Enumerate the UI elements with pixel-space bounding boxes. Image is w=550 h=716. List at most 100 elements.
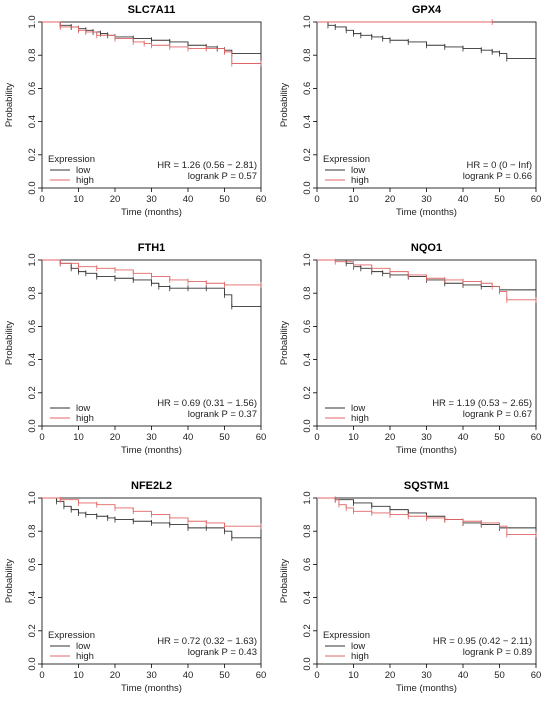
x-tick-label: 0 — [39, 194, 44, 205]
y-tick-label: 0.0 — [27, 419, 38, 432]
x-tick-label: 60 — [256, 194, 267, 205]
y-axis-label: Probability — [279, 559, 290, 604]
y-axis-label: Probability — [4, 83, 15, 128]
x-tick-label: 10 — [73, 670, 84, 681]
y-tick-label: 0.6 — [27, 558, 38, 571]
x-axis-label: Time (months) — [396, 683, 457, 694]
y-tick-label: 0.0 — [302, 181, 313, 194]
x-tick-label: 50 — [494, 670, 505, 681]
y-tick-label: 0.6 — [302, 82, 313, 95]
km-panel-nqo1: NQO1 0 10 20 30 40 50 60 Time (months) 0.0 0.2 0.4 0… — [275, 238, 550, 476]
x-tick-label: 40 — [183, 194, 194, 205]
legend-label-low: low — [351, 403, 365, 414]
km-panel-gpx4: GPX4 0 10 20 30 40 50 60 Time (months) 0.0 0.2 0.4 0… — [275, 0, 550, 238]
x-tick-label: 0 — [39, 670, 44, 681]
y-tick-label: 0.0 — [302, 419, 313, 432]
x-tick-label: 20 — [110, 670, 121, 681]
legend-label-high: high — [351, 651, 369, 662]
x-tick-label: 40 — [458, 194, 469, 205]
km-panel-slc7a11: SLC7A11 0 10 20 30 40 50 60 Time (months) 0.0 0.2 0… — [0, 0, 275, 238]
legend-title: Expression — [48, 154, 95, 165]
chart-title: NQO1 — [411, 242, 442, 254]
y-tick-label: 0.2 — [27, 624, 38, 637]
legend-label-high: high — [76, 175, 94, 186]
legend-label-low: low — [76, 403, 90, 414]
x-axis-label: Time (months) — [121, 445, 182, 456]
y-tick-label: 1.0 — [27, 491, 38, 504]
x-axis: 0 10 20 30 40 50 60 — [39, 188, 266, 205]
km-curve-low — [317, 497, 536, 529]
logrank-p-text: logrank P = 0.57 — [188, 171, 257, 182]
y-tick-label: 0.8 — [27, 525, 38, 538]
x-tick-label: 20 — [385, 670, 396, 681]
km-panel-nfe2l2: NFE2L2 0 10 20 30 40 50 60 Time (months) 0.0 0.2 0.… — [0, 476, 275, 714]
hazard-ratio-text: HR = 0 (0 − Inf) — [467, 160, 532, 171]
y-axis: 0.0 0.2 0.4 0.6 0.8 1.0 — [27, 15, 42, 195]
x-tick-label: 40 — [183, 670, 194, 681]
x-axis-label: Time (months) — [121, 683, 182, 694]
y-tick-label: 0.2 — [302, 386, 313, 399]
y-axis: 0.0 0.2 0.4 0.6 0.8 1.0 — [302, 491, 317, 671]
y-tick-label: 0.2 — [302, 148, 313, 161]
legend-label-high: high — [76, 413, 94, 424]
x-tick-label: 50 — [494, 432, 505, 443]
x-axis: 0 10 20 30 40 50 60 — [39, 664, 266, 681]
y-tick-label: 0.4 — [27, 591, 38, 604]
hazard-ratio-text: HR = 1.26 (0.56 − 2.81) — [157, 160, 257, 171]
y-tick-label: 0.4 — [302, 591, 313, 604]
logrank-p-text: logrank P = 0.67 — [463, 409, 532, 420]
y-tick-label: 0.8 — [302, 49, 313, 62]
x-tick-label: 20 — [385, 432, 396, 443]
y-tick-label: 0.6 — [27, 320, 38, 333]
x-tick-label: 60 — [256, 432, 267, 443]
legend-label-high: high — [351, 413, 369, 424]
x-tick-label: 50 — [219, 194, 230, 205]
logrank-p-text: logrank P = 0.89 — [463, 647, 532, 658]
x-tick-label: 50 — [219, 670, 230, 681]
logrank-p-text: logrank P = 0.43 — [188, 647, 257, 658]
hazard-ratio-text: HR = 1.19 (0.53 − 2.65) — [432, 398, 532, 409]
x-tick-label: 10 — [348, 670, 359, 681]
x-tick-label: 10 — [348, 194, 359, 205]
y-tick-label: 0.6 — [302, 320, 313, 333]
x-axis: 0 10 20 30 40 50 60 — [314, 664, 541, 681]
x-tick-label: 20 — [110, 194, 121, 205]
y-tick-label: 0.6 — [302, 558, 313, 571]
km-panel-fth1: FTH1 0 10 20 30 40 50 60 Time (months) 0.0 0.2 0.4 0… — [0, 238, 275, 476]
x-tick-label: 10 — [73, 194, 84, 205]
x-axis-label: Time (months) — [396, 207, 457, 218]
y-tick-label: 1.0 — [27, 253, 38, 266]
x-tick-label: 30 — [421, 432, 432, 443]
legend-title: Expression — [323, 154, 370, 165]
chart-title: FTH1 — [138, 242, 166, 254]
x-axis-label: Time (months) — [396, 445, 457, 456]
logrank-p-text: logrank P = 0.66 — [463, 171, 532, 182]
y-axis: 0.0 0.2 0.4 0.6 0.8 1.0 — [27, 491, 42, 671]
y-axis-label: Probability — [4, 321, 15, 366]
x-tick-label: 30 — [146, 432, 157, 443]
y-tick-label: 0.2 — [302, 624, 313, 637]
hazard-ratio-text: HR = 0.72 (0.32 − 1.63) — [157, 636, 257, 647]
x-tick-label: 50 — [494, 194, 505, 205]
legend-label-low: low — [351, 641, 365, 652]
y-tick-label: 1.0 — [302, 491, 313, 504]
x-tick-label: 60 — [531, 194, 542, 205]
y-tick-label: 0.2 — [27, 148, 38, 161]
km-panel-sqstm1: SQSTM1 0 10 20 30 40 50 60 Time (months) 0.0 0.2 0.… — [275, 476, 550, 714]
x-tick-label: 40 — [458, 432, 469, 443]
y-axis-label: Probability — [279, 321, 290, 366]
y-tick-label: 0.0 — [27, 181, 38, 194]
x-tick-label: 0 — [314, 670, 319, 681]
y-tick-label: 1.0 — [27, 15, 38, 28]
x-tick-label: 0 — [314, 194, 319, 205]
x-tick-label: 60 — [531, 432, 542, 443]
legend-label-low: low — [351, 165, 365, 176]
x-axis-label: Time (months) — [121, 207, 182, 218]
